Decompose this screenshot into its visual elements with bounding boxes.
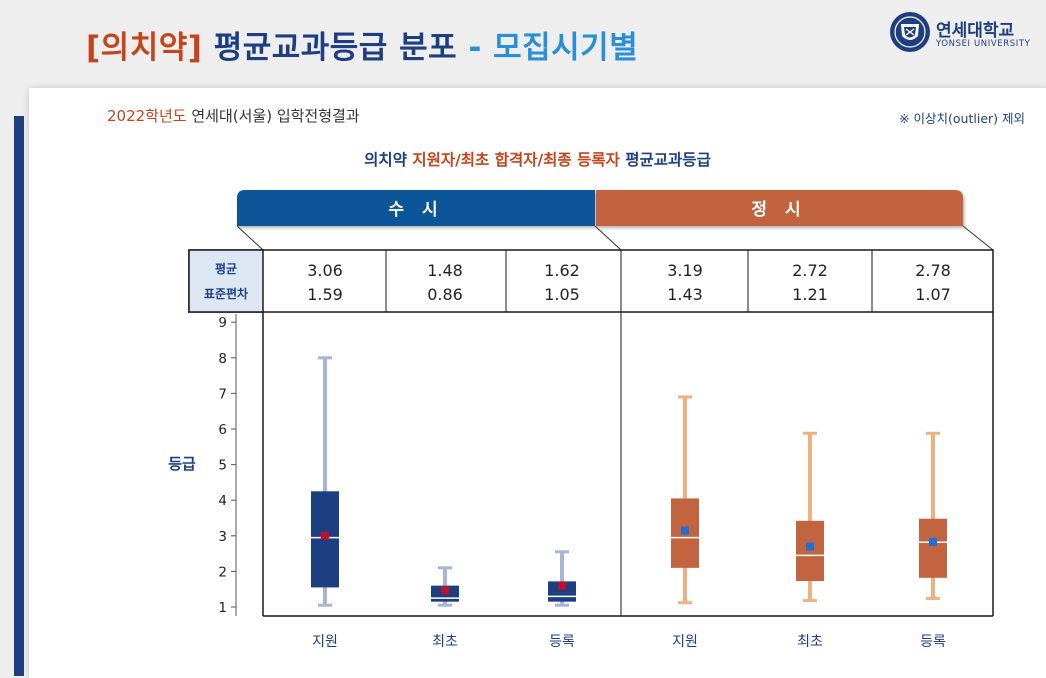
box-iqr	[919, 518, 947, 578]
x-category-label: 최초	[797, 634, 823, 650]
jeongsi-header-label: 정 시	[751, 200, 806, 220]
stat-mean-value: 2.72	[792, 261, 828, 280]
box-mean-marker	[441, 586, 449, 595]
stat-label-sd: 표준편차	[204, 286, 248, 301]
box-mean-marker	[681, 526, 689, 535]
y-axis-label: 등급	[168, 455, 196, 473]
chart-title: 의치약 지원자/최초 합격자/최종 등록자 평균교과등급	[29, 148, 1046, 170]
box-mean-marker	[558, 581, 566, 590]
tab-connector-lines	[236, 225, 994, 251]
stat-mean-value: 3.06	[307, 261, 343, 280]
stat-sd-value: 1.07	[915, 285, 951, 304]
stat-sd-value: 1.21	[792, 285, 828, 304]
title-category: [의치약]	[86, 30, 203, 66]
x-category-label: 등록	[920, 634, 946, 650]
stat-label-mean: 평균	[215, 262, 237, 276]
title-sub: 모집시기별	[493, 30, 639, 66]
stat-mean-value: 3.19	[667, 261, 703, 280]
stat-sd-value: 0.86	[427, 285, 463, 304]
jeongsi-header-tab	[596, 190, 963, 226]
susi-header-tab	[237, 190, 595, 226]
title-main: 평균교과등급 분포	[213, 30, 458, 66]
stat-sd-value: 1.43	[667, 285, 703, 304]
y-tick-label: 1	[218, 600, 227, 616]
page-title: [의치약] 평균교과등급 분포 - 모집시기별	[86, 22, 638, 67]
stat-sd-value: 1.05	[544, 285, 580, 304]
card-subtitle: 2022학년도 연세대(서울) 입학전형결과	[107, 105, 360, 126]
x-category-label: 최초	[432, 634, 458, 650]
y-tick-label: 9	[218, 315, 227, 331]
y-tick-label: 5	[218, 458, 227, 474]
plot-frame	[262, 312, 994, 617]
outlier-note: ※ 이상치(outlier) 제외	[899, 111, 1025, 126]
box-mean-marker	[929, 537, 937, 546]
stat-mean-value: 2.78	[915, 261, 951, 280]
university-name: 연세대학교	[936, 21, 1015, 41]
x-category-label: 지원	[312, 634, 338, 650]
subtitle-year: 2022학년도	[107, 107, 187, 125]
y-tick-label: 4	[218, 493, 227, 509]
y-tick-label: 2	[218, 564, 227, 580]
y-tick-label: 6	[218, 422, 227, 438]
university-logo: 연세대학교 YONSEI UNIVERSITY	[888, 10, 1038, 56]
chart-title-part-c: 평균교과등급	[625, 151, 711, 169]
university-name-english: YONSEI UNIVERSITY	[936, 39, 1031, 49]
chart-card: 2022학년도 연세대(서울) 입학전형결과 ※ 이상치(outlier) 제외…	[29, 88, 1046, 678]
decorative-side-bar	[14, 116, 24, 676]
stat-mean-value: 1.62	[544, 261, 580, 280]
chart-title-part-a: 의치약	[364, 151, 407, 169]
x-category-label: 등록	[549, 634, 575, 650]
y-tick-label: 3	[218, 529, 227, 545]
subtitle-text: 연세대(서울) 입학전형결과	[191, 107, 360, 125]
y-tick-label: 7	[218, 386, 227, 402]
stats-table	[188, 249, 994, 313]
box-mean-marker	[806, 542, 814, 551]
box-mean-marker	[321, 531, 329, 540]
boxplot-chart: 수 시 정 시 평균 표준편차 3.06 1.59 1.48 0.86 1.62 1.05…	[168, 190, 994, 650]
susi-header-label: 수 시	[388, 200, 443, 220]
chart-title-part-b: 지원자/최초 합격자/최종 등록자	[412, 151, 620, 169]
university-seal-icon	[890, 12, 930, 52]
box-iqr	[796, 520, 824, 582]
stat-mean-value: 1.48	[427, 261, 463, 280]
x-category-label: 지원	[672, 634, 698, 650]
title-separator: -	[468, 30, 482, 66]
y-tick-label: 8	[218, 351, 227, 367]
stat-sd-value: 1.59	[307, 285, 343, 304]
